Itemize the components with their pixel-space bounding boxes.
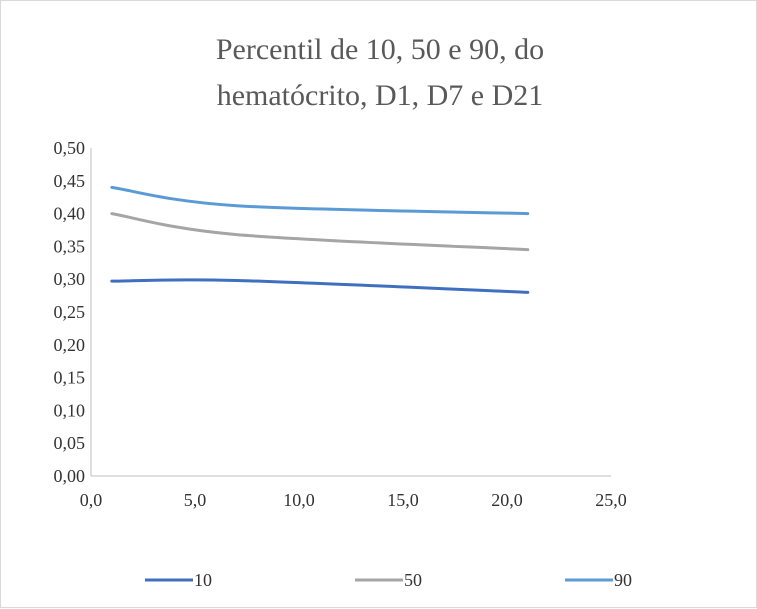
- y-tick-label: 0,35: [54, 236, 86, 256]
- legend-label-90: 90: [614, 570, 632, 590]
- legend: 10 50 90: [145, 570, 632, 590]
- axes: 0,00 0,05 0,10 0,15 0,20 0,25 0,30 0,35 0,40 0,45…: [54, 138, 627, 510]
- y-tick-label: 0,20: [54, 335, 86, 355]
- y-tick-label: 0,45: [54, 171, 86, 191]
- x-tick-label: 0,0: [80, 490, 103, 510]
- y-tick-label: 0,00: [54, 466, 86, 486]
- y-tick-label: 0,15: [54, 368, 86, 388]
- chart-title-line-1: Percentil de 10, 50 e 90, do: [216, 33, 544, 66]
- y-tick-label: 0,25: [54, 302, 86, 322]
- y-tick-label: 0,40: [54, 204, 86, 224]
- chart-title-line-2: hematócrito, D1, D7 e D21: [217, 79, 544, 112]
- series-line-10: [110, 278, 530, 294]
- legend-label-50: 50: [404, 570, 422, 590]
- x-tick-label: 10,0: [283, 490, 315, 510]
- y-tick-label: 0,10: [54, 400, 86, 420]
- x-tick-label: 20,0: [491, 490, 523, 510]
- series-lines: [110, 185, 530, 294]
- y-tick-label: 0,05: [54, 433, 86, 453]
- legend-label-10: 10: [194, 570, 212, 590]
- x-tick-label: 5,0: [184, 490, 207, 510]
- y-tick-label: 0,50: [54, 138, 86, 158]
- series-line-90: [110, 185, 530, 216]
- series-line-50: [110, 212, 530, 252]
- x-tick-label: 15,0: [387, 490, 419, 510]
- x-tick-label: 25,0: [595, 490, 627, 510]
- y-tick-label: 0,30: [54, 269, 86, 289]
